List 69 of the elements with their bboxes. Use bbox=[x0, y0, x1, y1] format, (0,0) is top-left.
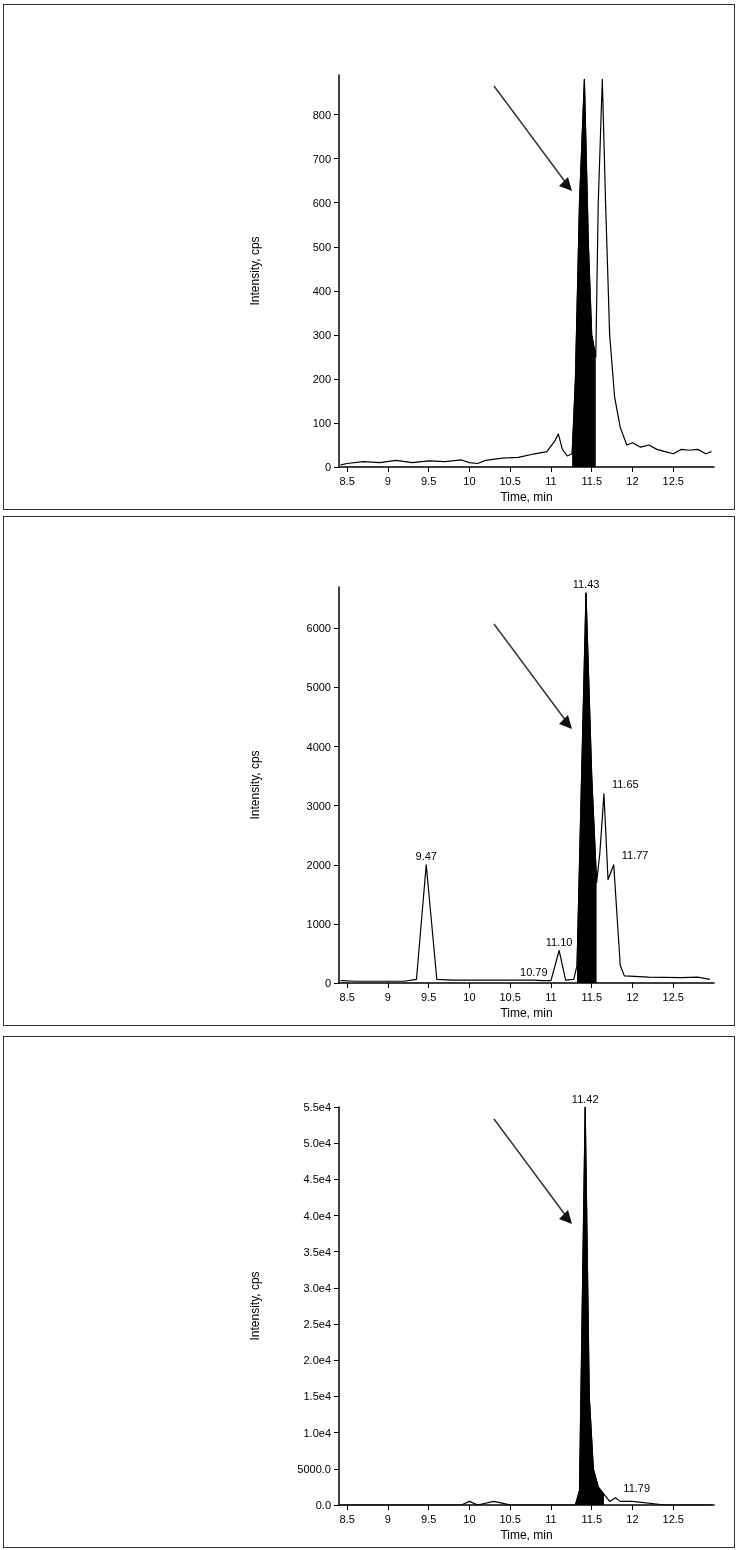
x-tick-label: 10.5 bbox=[499, 474, 521, 487]
x-tick-label: 9.5 bbox=[421, 990, 437, 1003]
x-axis-title: Time, min bbox=[500, 490, 553, 504]
x-tick-label: 12.5 bbox=[662, 474, 684, 487]
x-tick-label: 12.5 bbox=[662, 1512, 684, 1525]
y-tick-label: 5.0e4 bbox=[303, 1137, 331, 1150]
x-tick-label: 8.5 bbox=[339, 1512, 355, 1525]
y-tick-label: 2000 bbox=[306, 858, 331, 871]
x-tick-label: 12 bbox=[626, 990, 639, 1003]
y-tick-label: 100 bbox=[312, 416, 331, 429]
y-tick-label: 4000 bbox=[306, 740, 331, 753]
x-tick-label: 10 bbox=[463, 474, 476, 487]
x-axis-title: Time, min bbox=[500, 1528, 553, 1542]
x-tick-label: 10.5 bbox=[499, 990, 521, 1003]
annotation: 11.79 bbox=[623, 1481, 651, 1494]
y-tick-label: 5000 bbox=[306, 681, 331, 694]
y-tick-label: 2.5e4 bbox=[303, 1318, 331, 1331]
y-tick-label: 3.0e4 bbox=[303, 1281, 331, 1294]
x-tick-label: 11.5 bbox=[581, 990, 603, 1003]
annotation: 10.79 bbox=[520, 965, 548, 978]
x-tick-label: 11 bbox=[545, 474, 557, 487]
y-tick-label: 5000.0 bbox=[297, 1462, 331, 1475]
y-tick-label: 2.0e4 bbox=[303, 1354, 331, 1367]
y-tick-label: 5.5e4 bbox=[303, 1101, 331, 1113]
annotation: 11.10 bbox=[545, 935, 573, 948]
x-tick-label: 9.5 bbox=[421, 1512, 437, 1525]
x-tick-label: 10.5 bbox=[499, 1512, 521, 1525]
x-tick-label: 11.5 bbox=[581, 1512, 603, 1525]
y-axis-title: Intensity, cps bbox=[248, 236, 262, 306]
y-tick-label: 700 bbox=[312, 152, 331, 165]
annotation: 11.65 bbox=[611, 777, 639, 790]
x-tick-label: 9 bbox=[384, 474, 391, 487]
x-tick-label: 8.5 bbox=[339, 990, 355, 1003]
y-tick-label: 3.5e4 bbox=[303, 1245, 331, 1258]
x-tick-label: 9.5 bbox=[421, 474, 437, 487]
y-tick-label: 6000 bbox=[306, 622, 331, 635]
y-axis-title: Intensity, cps bbox=[248, 1271, 262, 1341]
x-tick-label: 10 bbox=[463, 990, 476, 1003]
x-tick-label: 11.5 bbox=[581, 474, 603, 487]
y-tick-label: 500 bbox=[312, 240, 331, 253]
y-tick-label: 3000 bbox=[306, 799, 331, 812]
x-tick-label: 12.5 bbox=[662, 990, 684, 1003]
y-tick-label: 0.0 bbox=[315, 1499, 331, 1511]
y-tick-label: 4.0e4 bbox=[303, 1209, 331, 1222]
y-tick-label: 0 bbox=[324, 461, 331, 473]
y-tick-label: 200 bbox=[312, 372, 331, 385]
x-axis-title: Time, min bbox=[500, 1006, 553, 1020]
annotation: 11.43 bbox=[572, 578, 600, 591]
y-axis-title: Intensity, cps bbox=[248, 750, 262, 820]
x-tick-label: 9 bbox=[384, 1512, 391, 1525]
y-tick-label: 1.5e4 bbox=[303, 1390, 331, 1403]
y-tick-label: 1000 bbox=[306, 917, 331, 930]
x-tick-label: 11 bbox=[545, 1512, 557, 1525]
x-tick-label: 9 bbox=[384, 990, 391, 1003]
x-tick-label: 12 bbox=[626, 1512, 639, 1525]
y-tick-label: 800 bbox=[312, 108, 331, 121]
annotation: 11.77 bbox=[621, 848, 649, 861]
x-tick-label: 10 bbox=[463, 1512, 476, 1525]
annotation: 11.42 bbox=[571, 1092, 599, 1105]
annotation: 9.47 bbox=[415, 850, 437, 863]
y-tick-label: 300 bbox=[312, 328, 331, 341]
y-tick-label: 600 bbox=[312, 196, 331, 209]
x-tick-label: 12 bbox=[626, 474, 639, 487]
y-tick-label: 400 bbox=[312, 284, 331, 297]
y-tick-label: 1.0e4 bbox=[303, 1426, 331, 1439]
x-tick-label: 8.5 bbox=[339, 474, 355, 487]
y-tick-label: 4.5e4 bbox=[303, 1173, 331, 1186]
x-tick-label: 11 bbox=[545, 990, 557, 1003]
y-tick-label: 0 bbox=[324, 977, 331, 989]
